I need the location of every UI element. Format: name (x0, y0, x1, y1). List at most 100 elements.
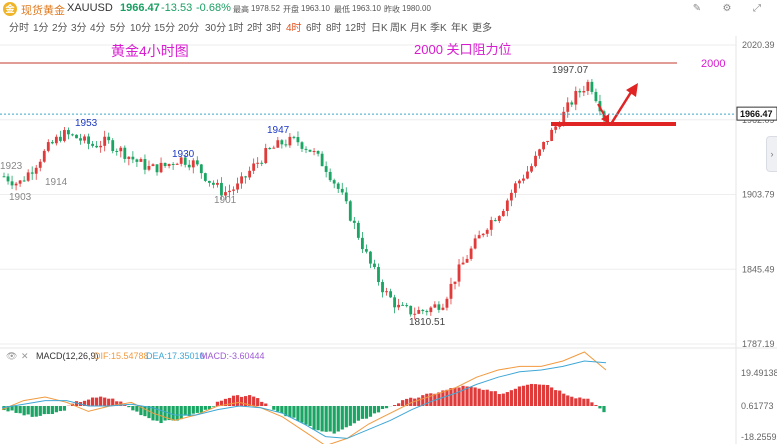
timeframe-5[interactable]: 5分 (110, 23, 126, 34)
timeframe-18[interactable]: 周K (390, 23, 407, 34)
macd-histogram-bar (517, 386, 522, 406)
candle-body (542, 141, 545, 150)
timeframe-7[interactable]: 15分 (154, 23, 176, 34)
timeframe-1[interactable]: 1分 (33, 23, 49, 34)
candle-body (107, 136, 111, 141)
candle-body (538, 149, 541, 156)
timeframe-21[interactable]: 年K (451, 23, 468, 34)
macd-histogram-bar (445, 389, 449, 406)
timeframe-22[interactable]: 更多 (472, 23, 492, 34)
macd-histogram-bar (14, 406, 18, 413)
price-extreme-label-1: 1903 (9, 192, 32, 203)
macd-histogram-bar (417, 397, 421, 406)
candle-body (131, 156, 135, 160)
macd-histogram-bar (529, 383, 534, 406)
macd-histogram-bar (316, 406, 320, 431)
timeframe-8[interactable]: 20分 (178, 23, 200, 34)
candle-body (46, 142, 50, 151)
timeframe-19[interactable]: 月K (410, 23, 427, 34)
candle-body (143, 159, 147, 170)
macd-histogram-bar (582, 398, 586, 406)
timeframe-15[interactable]: 8时 (326, 23, 342, 34)
macd-histogram-bar (195, 406, 199, 413)
macd-histogram-bar (554, 390, 558, 406)
drawing-tool-icon[interactable]: ✎ (692, 3, 702, 14)
macd-dea-line (1, 360, 607, 439)
candle-body (324, 166, 328, 172)
candle-body (449, 283, 453, 299)
candle-body (336, 183, 340, 189)
candle-body (288, 136, 292, 146)
macd-histogram-bar (244, 396, 248, 406)
candle-body (183, 157, 187, 165)
price-labels: 1923 1903 1914 1953 1930 1901 1947 1810.51 1997.… (0, 65, 589, 328)
timeframe-12[interactable]: 3时 (266, 23, 282, 34)
candle-body (397, 304, 401, 308)
macd-histogram-bar (58, 406, 62, 412)
macd-histogram-bar (90, 397, 95, 406)
candle-body (522, 178, 525, 181)
candle-body (377, 267, 380, 283)
price-tick-3: 1845.49 (742, 264, 775, 274)
macd-histogram-bar (550, 387, 554, 406)
candle-body (413, 313, 417, 315)
timeframe-4[interactable]: 4分 (90, 23, 106, 34)
candle-body (10, 181, 14, 186)
timeframe-20[interactable]: 季K (430, 23, 447, 34)
candle-body (224, 192, 227, 196)
resistance-annotation: 2000 关口阻力位 (414, 42, 512, 57)
macd-histogram-bar (199, 406, 203, 413)
timeframe-10[interactable]: 1时 (228, 23, 244, 34)
timeframe-0[interactable]: 分时 (9, 23, 29, 34)
instrument-name[interactable]: 现货黄金 (21, 5, 65, 17)
timeframe-11[interactable]: 2时 (247, 23, 263, 34)
macd-histogram-bar (139, 406, 143, 416)
candle-body (147, 166, 151, 170)
macd-dea: DEA:17.35010 (146, 351, 205, 361)
chart-grid (0, 36, 777, 444)
candle-body (99, 145, 103, 148)
candle-body (445, 298, 449, 308)
candle-body (6, 176, 10, 182)
eye-icon[interactable]: 👁 (6, 351, 18, 361)
timeframe-17[interactable]: 日K (371, 23, 388, 34)
settings-icon[interactable]: ⚙ (722, 3, 732, 14)
candle-body (320, 153, 324, 167)
gold-coin-icon: 金 (3, 2, 17, 16)
timeframe-14[interactable]: 6时 (306, 23, 322, 34)
macd-histogram-bar (239, 396, 244, 406)
candle-body (38, 161, 42, 168)
macd-histogram-bar (493, 391, 497, 406)
candle-body (22, 180, 26, 182)
candle-body (75, 134, 78, 139)
candle-body (389, 291, 392, 298)
candle-body (433, 304, 437, 308)
timeframe-16[interactable]: 12时 (345, 23, 367, 34)
candle-body (220, 182, 223, 196)
chevron-right-icon[interactable]: › (766, 136, 777, 172)
macd-histogram-bar (521, 385, 526, 406)
timeframe-3[interactable]: 3分 (71, 23, 87, 34)
close-icon[interactable]: ✕ (21, 351, 29, 361)
macd-histogram-bar (578, 397, 582, 406)
macd-histogram-bar (143, 406, 147, 417)
candle-body (203, 173, 207, 181)
timeframe-6[interactable]: 10分 (130, 23, 152, 34)
macd-histogram-bar (461, 385, 465, 406)
timeframe-9[interactable]: 30分 (205, 23, 227, 34)
macd-histogram-bar (111, 398, 115, 406)
candle-body (284, 144, 288, 146)
candle-body (469, 248, 473, 259)
candle-body (530, 166, 533, 172)
low-value: 1963.10 (352, 4, 381, 13)
candle-body (441, 307, 445, 310)
candle-body (50, 142, 54, 144)
candle-body (417, 309, 421, 314)
prev-close-label: 昨收 (384, 5, 400, 14)
candle-body (276, 140, 280, 148)
fullscreen-icon[interactable]: ⤢ (753, 3, 761, 14)
price-extreme-label-2: 1914 (45, 177, 68, 188)
timeframe-2[interactable]: 2分 (52, 23, 68, 34)
timeframe-13[interactable]: 4时 (286, 23, 302, 34)
